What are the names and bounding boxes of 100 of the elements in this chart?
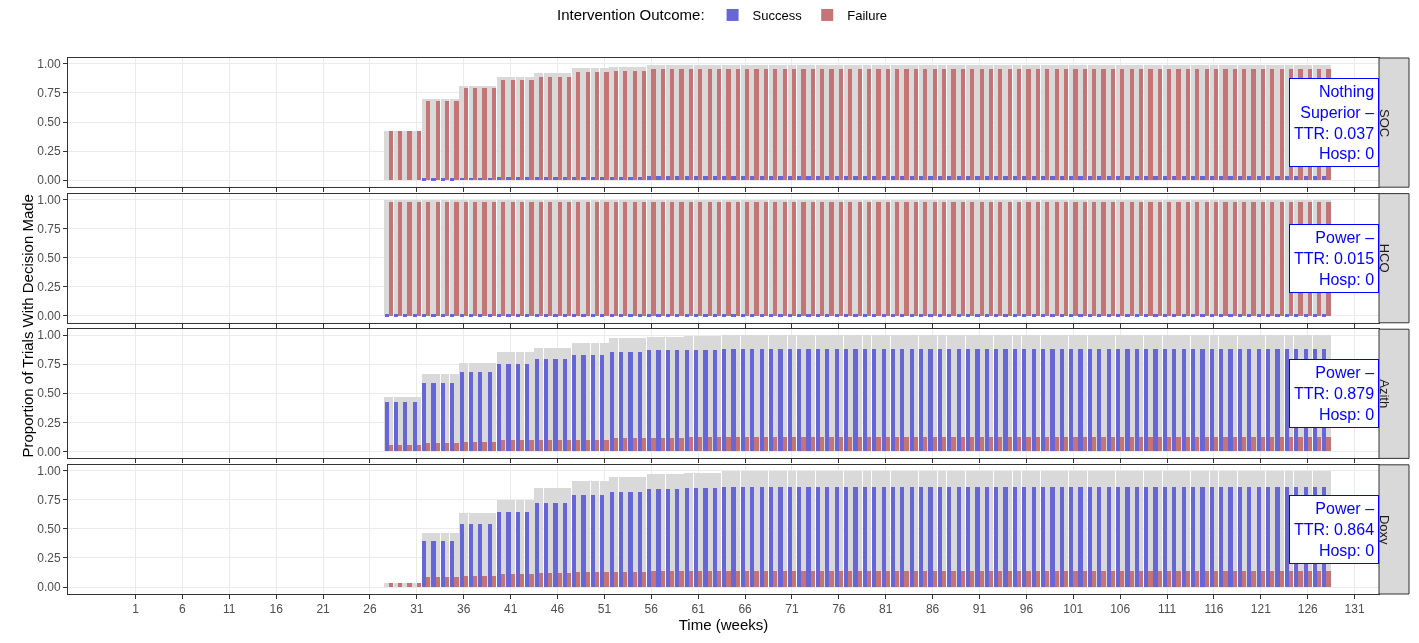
bar [1083,437,1087,452]
bar [1088,313,1092,317]
bar [876,570,881,587]
bar [1167,570,1171,587]
bar [1097,486,1101,587]
bar [994,349,998,452]
bar [638,313,642,317]
bar [1107,349,1111,452]
bar [736,570,740,587]
bar [1139,437,1143,452]
bar [872,313,876,317]
bar [839,201,843,316]
bar [1125,349,1130,452]
bar [525,364,529,452]
bar [403,402,407,452]
bar [548,201,552,316]
bar [506,313,511,317]
bar [694,313,698,317]
bar [1275,176,1280,180]
bar [628,313,633,317]
bar [825,176,829,180]
bar [679,69,684,180]
bar [994,176,998,180]
bar [600,313,604,317]
bar [1322,313,1326,317]
bar [1200,486,1205,587]
bar [876,437,881,452]
bar [1247,349,1251,452]
bar [1167,201,1171,316]
bar [904,570,909,587]
bar [975,349,980,452]
bar [966,349,970,452]
bar [520,440,524,452]
x-tick-label: 96 [1019,602,1034,617]
bar [441,313,445,317]
bar [1326,437,1331,452]
bar [1214,69,1218,180]
bar [1186,570,1190,587]
bar [506,511,511,587]
bar [417,582,421,587]
bar [703,313,708,317]
bar [567,572,571,587]
bar [741,313,745,317]
bar [1285,349,1289,452]
bar [647,350,651,452]
bar [891,349,895,452]
bar [1013,349,1017,452]
bar [595,201,599,316]
bar [717,69,721,180]
bar [722,349,726,452]
bar [1073,570,1078,587]
bar [511,573,515,587]
bar [919,486,923,587]
bar [1317,437,1321,452]
bar [736,437,740,452]
bar [1026,570,1031,587]
bar [895,69,899,180]
bar [389,582,393,587]
bar [1257,349,1261,452]
bar [904,69,909,180]
bar [506,177,511,180]
y-tick-label: 0.50 [37,115,61,130]
bar [1041,176,1045,180]
bar [1285,486,1289,587]
bar [1313,313,1317,317]
bar [1032,313,1036,317]
bar [820,69,824,180]
bar [1101,570,1106,587]
bar [492,575,496,587]
bar [619,313,623,317]
x-axis-title: Time (weeks) [678,616,769,634]
bar [1261,69,1265,180]
bar [867,570,871,587]
bar [1308,437,1312,452]
bar [760,176,764,180]
bar [754,69,759,180]
bar [1144,313,1148,317]
bar [848,570,852,587]
bar [642,438,646,452]
bar [558,77,562,180]
bar [1135,349,1139,452]
bar [1270,69,1274,180]
bar [497,511,501,587]
bar [722,313,726,317]
bar [966,313,970,317]
bar [1191,349,1195,452]
bar [844,486,848,587]
bar [1242,570,1246,587]
bar [895,437,899,452]
bar [1041,313,1045,317]
bar [876,69,881,180]
bar [478,372,482,452]
bar [516,313,520,317]
bar [1069,313,1073,317]
bar [820,570,824,587]
bar [858,201,862,316]
bar [1107,176,1111,180]
bar [1060,176,1064,180]
bar [1214,201,1218,316]
bar [938,176,942,180]
